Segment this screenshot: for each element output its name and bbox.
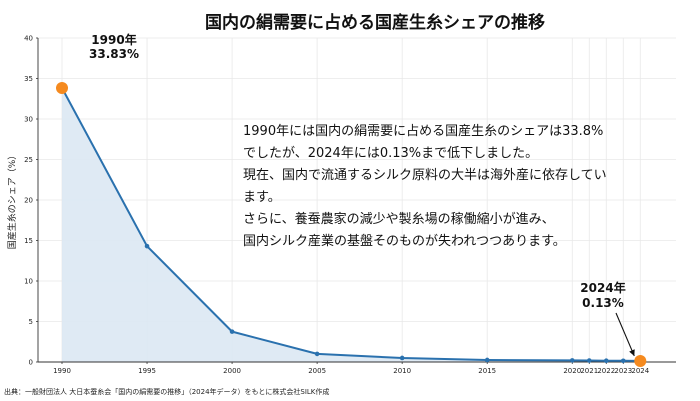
- data-point: [314, 351, 320, 357]
- description-line: さらに、養蚕農家の減少や製糸場の稼働縮小が進み、: [243, 211, 555, 227]
- source-note: 出典：一般財団法人 大日本蚕糸会「国内の絹需要の推移」（2024年データ）をもと…: [4, 387, 329, 396]
- y-tick-label: 0: [29, 359, 33, 367]
- data-point: [603, 358, 609, 364]
- x-tick-label: 2022: [597, 367, 615, 375]
- data-points: [56, 81, 647, 367]
- y-tick-label: 40: [24, 35, 33, 43]
- x-tick-labels: 1990 1995 2000 2005 2010 2015 2020 2021 2022 2023…: [53, 367, 650, 375]
- y-tick-label: 35: [24, 75, 33, 83]
- x-tick-label: 2021: [580, 367, 598, 375]
- arrow-head-icon: [629, 349, 635, 356]
- annotation-year-1990: 1990年: [91, 32, 136, 47]
- gridlines: [38, 37, 676, 362]
- area-fill: [62, 87, 641, 363]
- annotation-year-2024: 2024年: [580, 280, 625, 295]
- x-tick-label: 2024: [631, 367, 649, 375]
- description-line: 1990年には国内の絹需要に占める国産生糸のシェアは33.8%: [243, 123, 603, 139]
- data-point: [229, 329, 235, 334]
- y-tick-label: 15: [24, 237, 33, 245]
- y-tick-label: 30: [24, 116, 33, 124]
- data-point: [586, 358, 592, 363]
- highlight-point-1990: [56, 81, 68, 94]
- data-point: [484, 357, 490, 363]
- x-tick-label: 2010: [393, 367, 411, 375]
- description-line: ます。: [243, 190, 281, 205]
- y-tick-label: 25: [24, 156, 33, 164]
- area-under-line: [62, 87, 641, 363]
- annotation-arrow-line: [615, 312, 635, 357]
- x-tick-label: 2005: [308, 367, 326, 375]
- x-tick-label: 2000: [223, 367, 241, 375]
- description-line: 国内シルク産業の基盤そのものが失われつつあります。: [243, 233, 566, 249]
- y-tick-label: 5: [29, 318, 33, 326]
- y-axis-label: 国産生糸のシェア（%）: [6, 151, 18, 250]
- description-line: 現在、国内で流通するシルク原料の大半は海外産に依存してい: [243, 167, 607, 183]
- x-tick-label: 1990: [53, 367, 71, 375]
- description-text: 1990年には国内の絹需要に占める国産生糸のシェアは33.8% でしたが、202…: [243, 123, 607, 249]
- data-point: [144, 243, 150, 249]
- y-tick-label: 10: [24, 278, 33, 286]
- description-line: でしたが、2024年には0.13%まで低下しました。: [243, 146, 538, 161]
- x-tick-label: 2015: [478, 367, 496, 375]
- y-tick-labels: 0 5 10 15 20 25 30 35 40: [24, 35, 33, 367]
- data-point: [399, 355, 405, 361]
- data-point: [620, 358, 626, 364]
- x-tick-label: 2020: [563, 367, 581, 375]
- x-tick-label: 1995: [138, 367, 156, 375]
- x-tick-label: 2023: [614, 367, 632, 375]
- highlight-point-2024: [634, 354, 647, 367]
- annotation-value-1990: 33.83%: [89, 47, 139, 61]
- y-tick-label: 20: [24, 197, 33, 205]
- data-point: [569, 358, 575, 363]
- annotation-value-2024: 0.13%: [582, 296, 624, 310]
- chart-title: 国内の絹需要に占める国産生糸シェアの推移: [205, 12, 545, 33]
